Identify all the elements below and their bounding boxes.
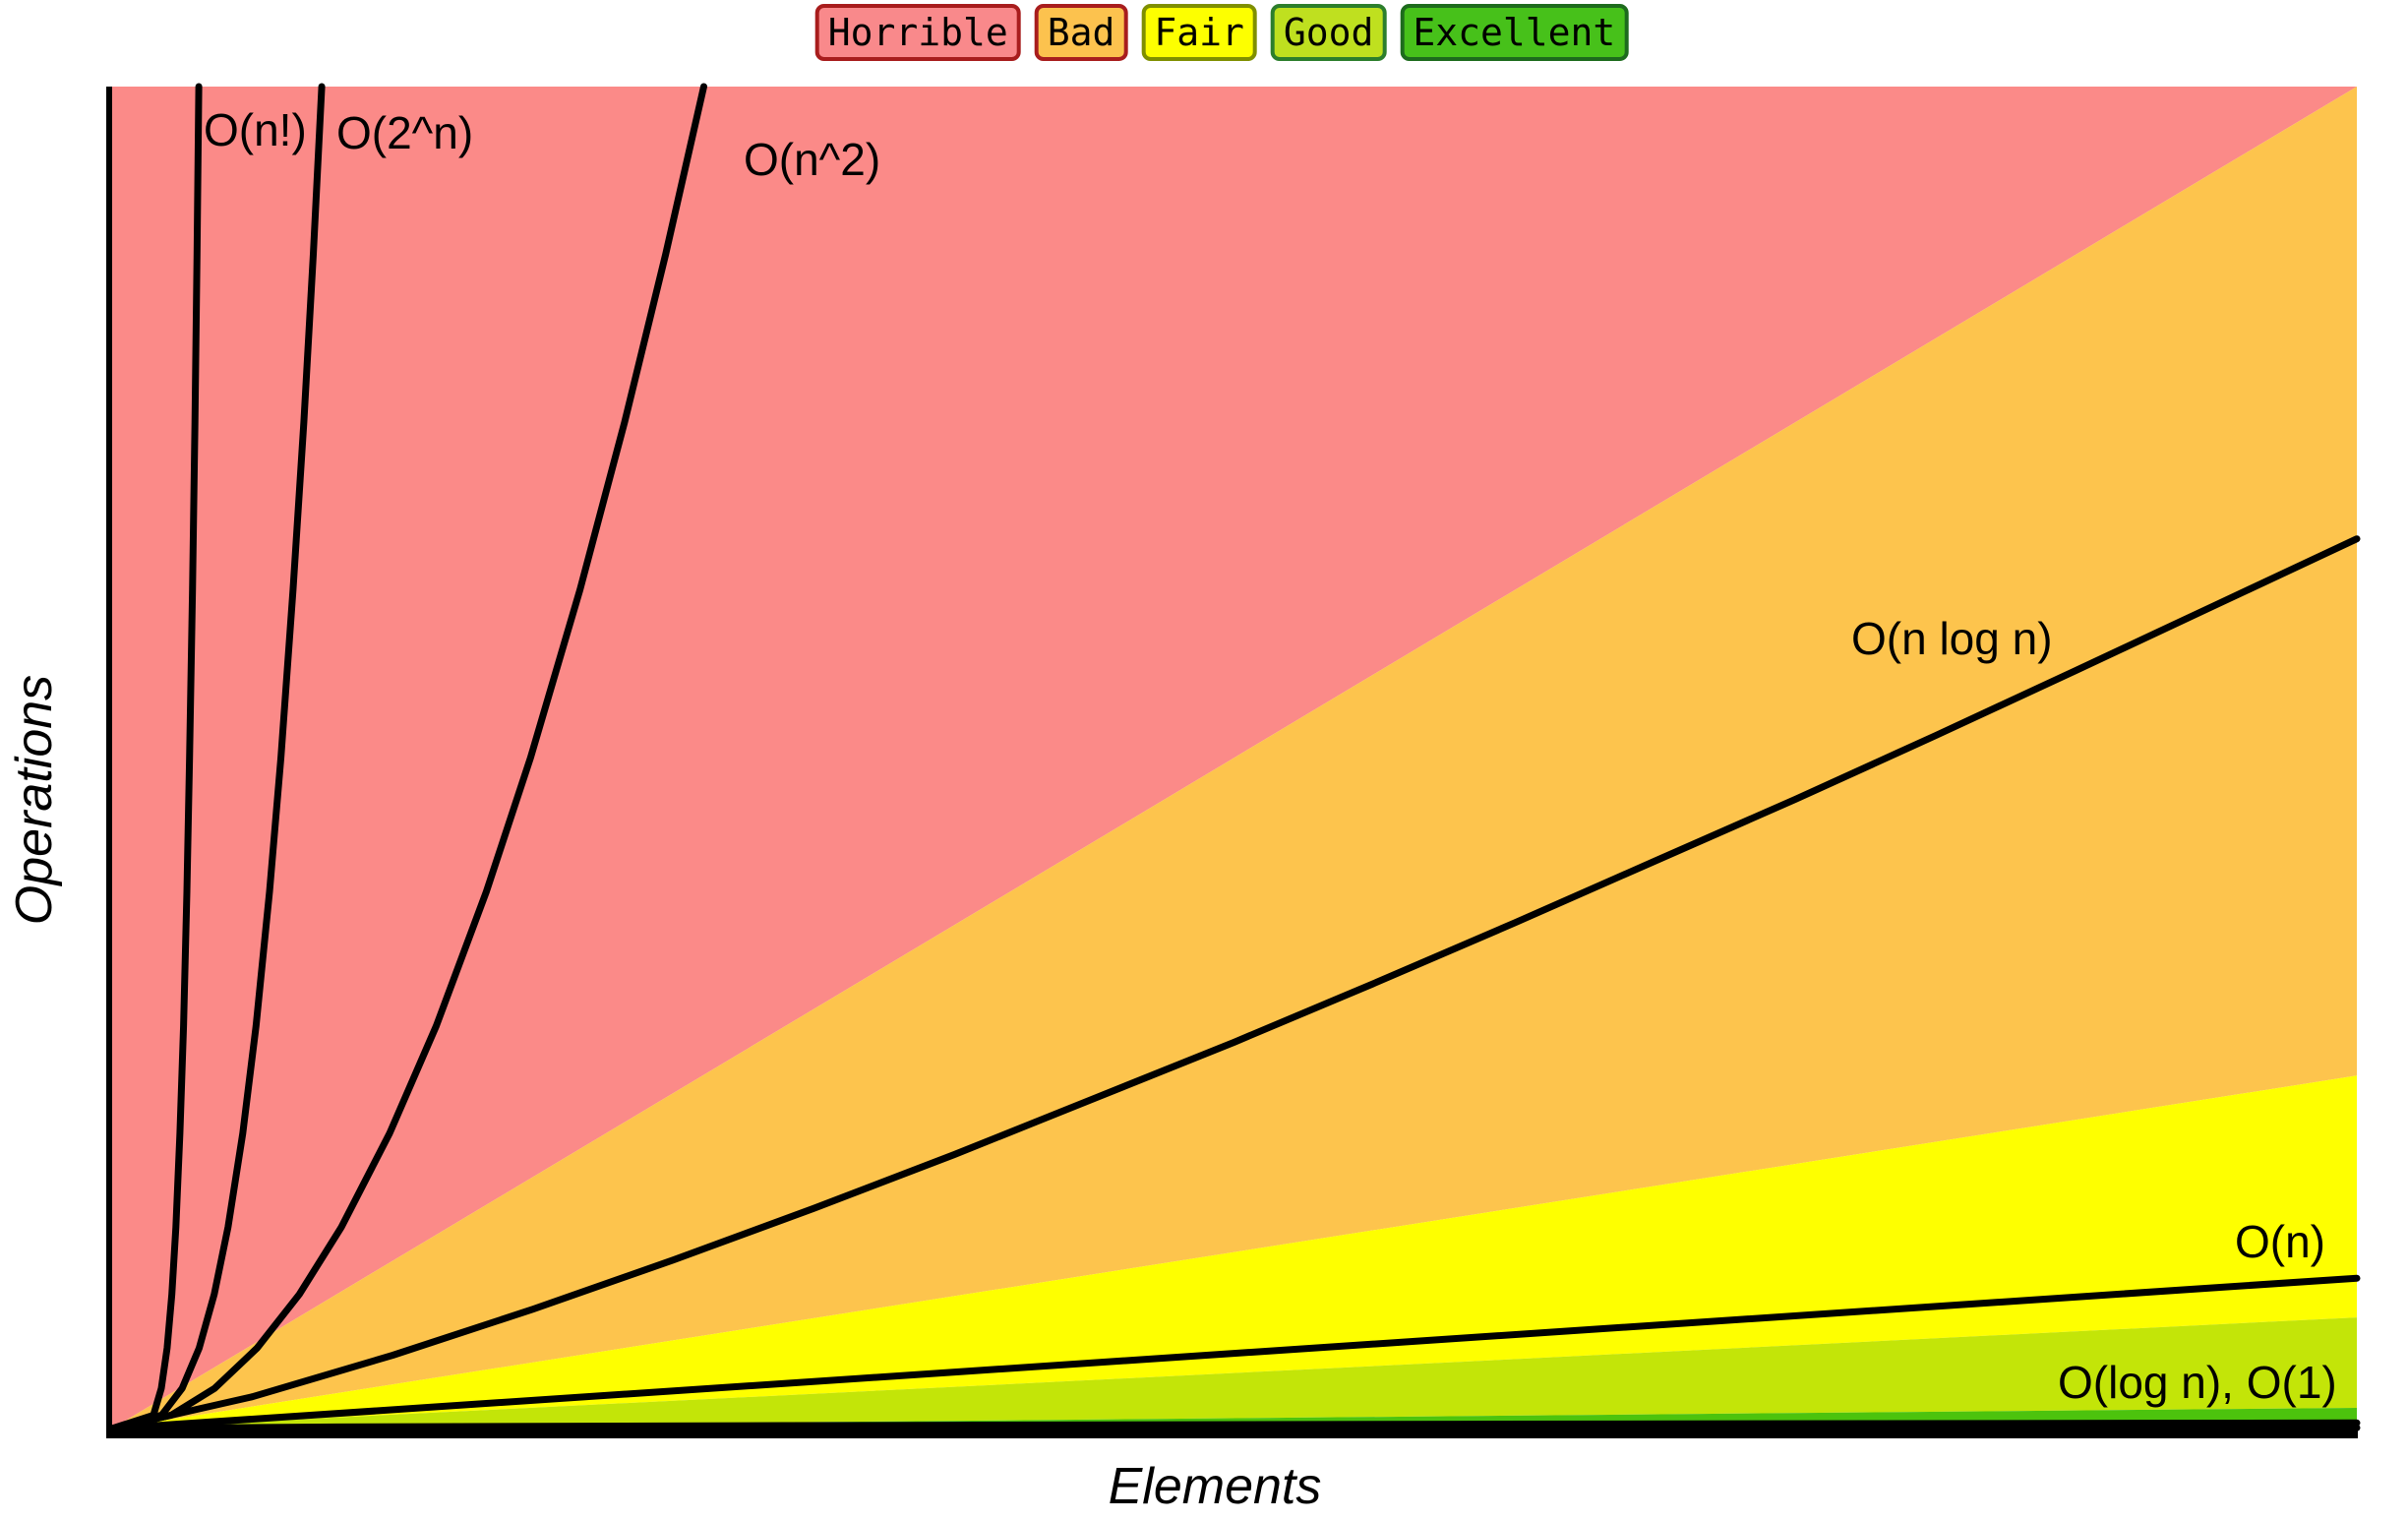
curve-o-2-pow-n (108, 83, 326, 1432)
region-fair (112, 1075, 2357, 1429)
curve-label-5: O(log n), O(1) (2058, 1357, 2337, 1408)
curve-o-n (108, 1274, 2361, 1432)
y-axis-line (106, 87, 112, 1438)
legend-badge-horrible: Horrible (814, 4, 1021, 61)
legend-badge-bad: Bad (1034, 4, 1128, 61)
complexity-regions (112, 87, 2357, 1429)
legend: Horrible Bad Fair Good Excellent (814, 4, 1629, 61)
curve-o-n-log-n (108, 535, 2361, 1432)
y-axis-title: Operations (6, 675, 63, 925)
curve-label-3: O(n log n) (1851, 613, 2053, 664)
curve-o-factorial (108, 83, 203, 1432)
curve-label-1: O(2^n) (336, 107, 473, 158)
curve-label-2: O(n^2) (744, 134, 880, 185)
region-good (112, 1317, 2357, 1429)
curve-labels: O(n!) O(2^n) O(n^2) O(n log n) O(n) O(log n),… (204, 104, 2337, 1408)
curve-o-n-squared (108, 83, 707, 1432)
curve-label-0: O(n!) (204, 104, 307, 155)
x-axis-title: Elements (1109, 1458, 1322, 1515)
region-bad (112, 87, 2357, 1429)
x-axis-line (106, 1428, 2358, 1438)
legend-badge-fair: Fair (1141, 4, 1257, 61)
legend-badge-excellent: Excellent (1400, 4, 1629, 61)
curve-label-4: O(n) (2235, 1216, 2325, 1267)
legend-badge-good: Good (1270, 4, 1387, 61)
